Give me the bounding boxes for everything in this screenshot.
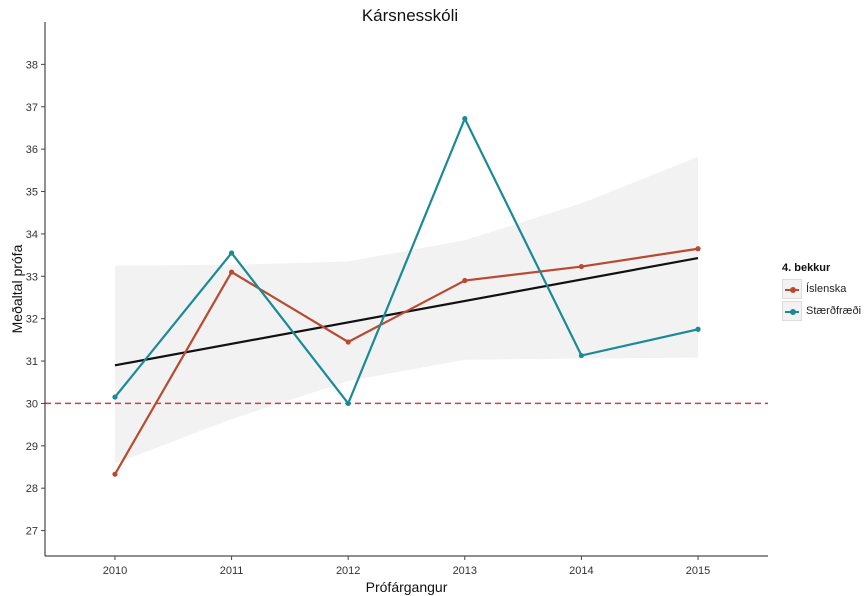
data-point bbox=[112, 394, 118, 400]
legend-item-staerdfraedi: Stærðfræði bbox=[782, 300, 861, 322]
x-tick-label: 2015 bbox=[686, 565, 710, 577]
x-tick-label: 2011 bbox=[220, 565, 244, 577]
legend-title: 4. bekkur bbox=[782, 262, 831, 274]
data-point bbox=[345, 339, 351, 345]
legend: 4. bekkur Íslenska Stærðfræði bbox=[782, 262, 861, 322]
legend-label: Íslenska bbox=[806, 283, 847, 295]
y-axis-title: Meðaltal prófa bbox=[9, 244, 25, 333]
data-point bbox=[462, 277, 468, 284]
chart-title: Kársnesskóli bbox=[361, 6, 459, 25]
legend-key bbox=[782, 301, 802, 321]
legend-label: Stærðfræði bbox=[806, 305, 862, 317]
data-point bbox=[695, 326, 701, 332]
series-line-1 bbox=[114, 115, 699, 406]
y-tick-label: 33 bbox=[26, 271, 38, 283]
data-point bbox=[228, 269, 235, 275]
y-tick-label: 28 bbox=[26, 483, 38, 495]
legend-key bbox=[782, 279, 802, 299]
series-line-0 bbox=[114, 247, 699, 475]
y-tick-label: 36 bbox=[26, 144, 38, 156]
data-point bbox=[578, 263, 585, 270]
y-tick-label: 34 bbox=[26, 229, 38, 241]
y-tick-label: 27 bbox=[26, 526, 38, 538]
axes-layer: 27 28 29 30 31 32 33 34 35 36 37 38 2010 2011 2012 2013… bbox=[9, 22, 768, 595]
legend-item-islenska: Íslenska bbox=[782, 278, 861, 300]
data-point bbox=[578, 352, 585, 359]
x-axis-title: Prófárgangur bbox=[366, 579, 448, 595]
y-tick-label: 32 bbox=[26, 314, 38, 326]
x-tick-label: 2013 bbox=[453, 565, 477, 577]
y-tick-label: 35 bbox=[26, 187, 38, 199]
y-tick-label: 30 bbox=[26, 398, 38, 410]
x-tick-label: 2012 bbox=[336, 565, 360, 577]
data-point bbox=[112, 471, 118, 477]
x-tick-label: 2014 bbox=[569, 565, 593, 577]
series-layer bbox=[112, 115, 701, 477]
data-point bbox=[462, 116, 468, 122]
x-tick-label: 2010 bbox=[103, 565, 127, 577]
data-point bbox=[228, 250, 235, 256]
y-tick-label: 38 bbox=[26, 59, 38, 71]
data-point bbox=[345, 400, 351, 407]
y-tick-label: 31 bbox=[26, 356, 38, 368]
data-point bbox=[695, 246, 701, 252]
y-tick-label: 29 bbox=[26, 441, 38, 453]
y-tick-label: 37 bbox=[26, 102, 38, 114]
